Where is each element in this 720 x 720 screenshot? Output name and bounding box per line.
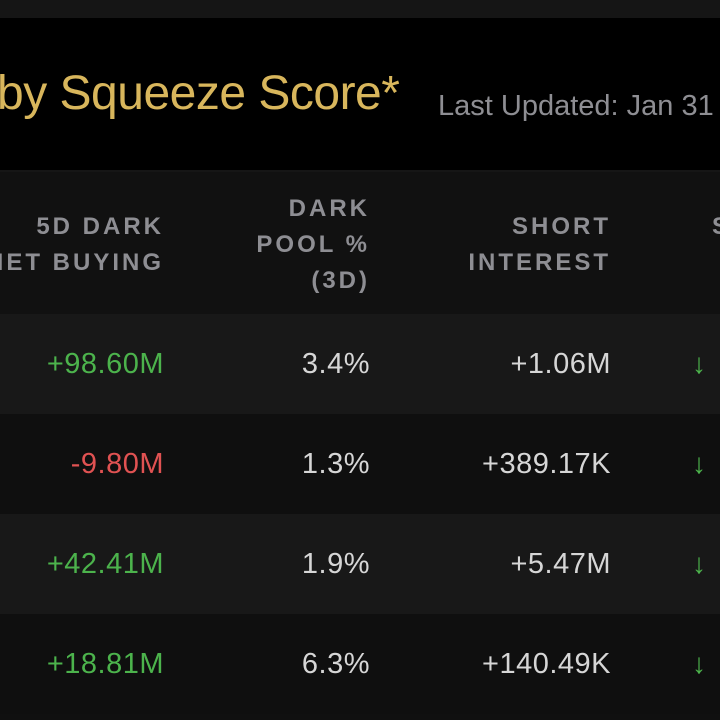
net-buying-cell: +18.81M [46,648,164,680]
column-header-dark-pool[interactable]: DARK POOL % (3D) [256,195,370,294]
dark-pool-cell: 1.3% [301,448,370,480]
table-row[interactable]: -9.80M 1.3% +389.17K ↓ [0,414,720,514]
net-buying-cell: +42.41M [46,548,164,580]
short-interest-cell: +1.06M [510,348,611,380]
arrow-down-icon: ↓ [692,548,707,579]
arrow-down-icon: ↓ [692,648,707,679]
arrow-down-icon: ↓ [692,348,707,379]
page-header: by Squeeze Score* Last Updated: Jan 31 [0,18,720,172]
last-updated-label: Last Updated: Jan 31 [438,90,714,122]
short-interest-cell: +389.17K [482,448,611,480]
column-header-next[interactable]: S [712,209,720,245]
page-title: by Squeeze Score* [0,67,400,120]
column-header-net-buying[interactable]: 5D DARK NET BUYING [0,213,164,276]
table-row[interactable]: +18.81M 6.3% +140.49K ↓ [0,614,720,714]
dark-pool-cell: 1.9% [301,548,370,580]
column-header-short-interest[interactable]: SHORT INTEREST [468,213,611,276]
short-interest-cell: +5.47M [510,548,611,580]
squeeze-table: 5D DARK NET BUYING DARK POOL % (3D) SHOR… [0,172,720,714]
top-strip [0,0,720,18]
net-buying-cell: +98.60M [46,348,164,380]
short-interest-cell: +140.49K [482,648,611,680]
net-buying-cell: -9.80M [70,448,164,480]
arrow-down-icon: ↓ [692,448,707,479]
table-header: 5D DARK NET BUYING DARK POOL % (3D) SHOR… [0,172,720,314]
table-row[interactable]: +98.60M 3.4% +1.06M ↓ [0,314,720,414]
table-row[interactable]: +42.41M 1.9% +5.47M ↓ [0,514,720,614]
dark-pool-cell: 6.3% [301,648,370,680]
dark-pool-cell: 3.4% [301,348,370,380]
